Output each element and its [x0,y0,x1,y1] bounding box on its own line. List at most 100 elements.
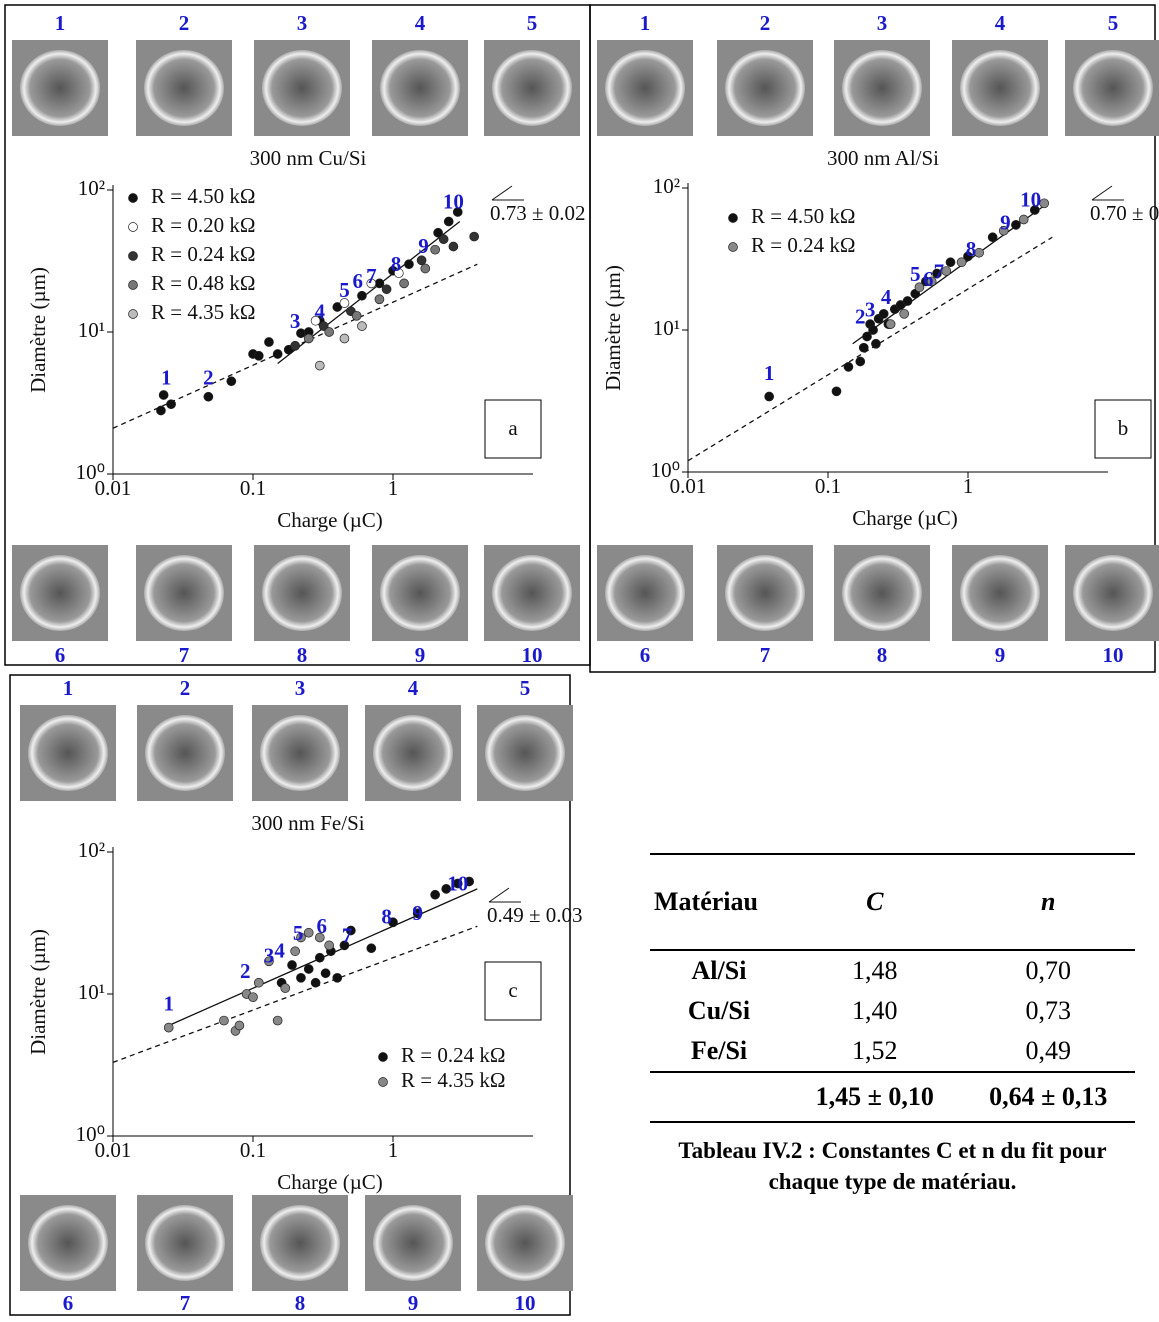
point-label: 8 [966,237,977,261]
point-label: 3 [290,309,301,333]
image-label: 1 [640,11,651,35]
crater [960,555,1040,631]
point-label: 1 [764,361,775,385]
image-label: 5 [520,676,531,700]
data-point [862,331,872,342]
x-tick-label: 1 [388,476,399,500]
crater [28,1205,108,1281]
header-cell: Matériau [650,853,788,951]
x-tick-label: 0.1 [815,474,841,498]
legend-marker [128,280,138,290]
x-tick-label: 0.1 [240,1138,266,1162]
data-point [253,350,264,361]
crater [145,1205,225,1281]
data-point [945,257,956,268]
data-point [303,927,314,938]
data-point [156,405,166,416]
point-label: 8 [381,904,392,928]
crater [725,50,805,126]
panel-label-box [484,961,542,1021]
image-label: 3 [877,11,888,35]
point-label: 2 [240,959,251,983]
data-point [438,234,449,245]
data-point [902,296,913,306]
data-point [878,308,889,319]
data-point [280,983,291,993]
data-point [1039,198,1050,209]
data-point [366,943,377,954]
legend-marker [728,242,738,252]
data-point [381,284,392,295]
panel-border [9,674,571,1316]
y-axis-label: Diamètre (µm) [26,929,50,1055]
chart-title: 300 nm Al/Si [827,146,939,170]
point-label: 9 [412,901,423,925]
crater [485,715,565,791]
data-point [357,321,367,331]
data-point [264,337,274,347]
point-label: 7 [342,923,353,947]
data-point [412,908,423,919]
data-point [314,932,325,943]
legend-label: R = 4.35 kΩ [151,300,255,324]
slope-angle [491,185,524,201]
data-point [339,333,350,344]
crater [145,715,225,791]
crater [144,50,224,126]
image-label: 7 [180,1291,191,1315]
data-point [420,263,431,274]
legend-label: R = 0.24 kΩ [401,1043,505,1067]
data-point [855,356,866,367]
data-point [464,876,475,887]
data-point [357,290,367,301]
x-axis-label: Charge (µC) [852,506,958,530]
value-cell: 0,70 [1025,956,1072,985]
chart-title: 300 nm Cu/Si [250,146,367,170]
data-point [998,225,1009,236]
slope-label: 0.73 ± 0.02 [490,201,586,225]
slope-label: 0.49 ± 0.03 [487,903,583,927]
data-point [339,940,350,951]
point-label: 1 [161,366,172,390]
fit-line [277,220,461,365]
point-label: 3 [264,944,275,968]
data-point [956,257,967,268]
crater [28,715,108,791]
data-point [941,266,952,276]
point-label: 2 [203,366,214,390]
point-label: 10 [447,871,468,895]
point-label: 5 [339,278,350,302]
data-point [987,232,998,243]
legend-marker [128,251,138,261]
image-label: 8 [295,1291,306,1315]
header-cell: n [961,853,1135,951]
data-point [932,268,942,279]
data-point [366,278,377,289]
table-row: Cu/Si 1,40 0,73 [650,991,1135,1031]
data-point [843,362,854,372]
image-label: 9 [415,643,426,667]
data-point [203,391,214,402]
image-label: 6 [63,1291,74,1315]
crater [492,50,572,126]
y-axis-label: Diamètre (µm) [26,267,50,393]
legend-marker [128,222,138,232]
image-label: 2 [760,11,771,35]
crater [1073,50,1153,126]
crater [725,555,805,631]
point-label: 7 [366,264,377,288]
image-label: 1 [55,11,66,35]
slope-label: 0.70 ± 0.02 [1090,201,1159,225]
data-point [443,216,454,227]
data-point [441,884,452,894]
data-point [290,340,300,351]
data-point [914,282,925,293]
data-point [272,349,283,359]
crater [380,50,460,126]
data-point [310,315,321,326]
point-label: 8 [391,252,402,276]
crater [605,555,685,631]
point-label: 6 [352,269,363,293]
